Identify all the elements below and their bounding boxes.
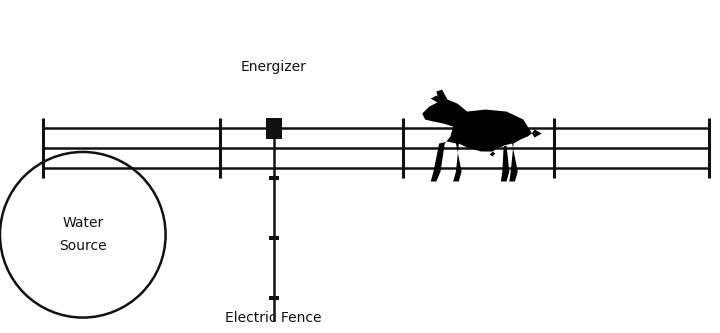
Bar xyxy=(269,236,279,240)
Text: Source: Source xyxy=(59,239,107,253)
Polygon shape xyxy=(436,90,448,102)
Bar xyxy=(266,118,282,139)
Polygon shape xyxy=(431,96,445,104)
Text: Water: Water xyxy=(62,216,104,230)
Bar xyxy=(269,296,279,300)
Bar xyxy=(269,176,279,180)
Text: Energizer: Energizer xyxy=(240,60,307,74)
Polygon shape xyxy=(422,100,541,181)
Text: Electric Fence: Electric Fence xyxy=(225,311,322,325)
